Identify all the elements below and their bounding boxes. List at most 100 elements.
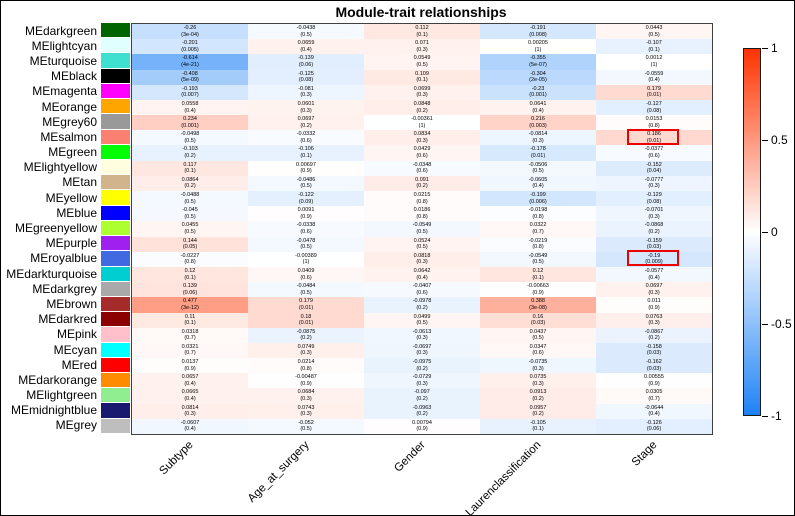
cell-pvalue: (0.5) <box>184 228 196 235</box>
heatmap-cell-MEgrey60-Laurenclassification: 0.216 (0.003) <box>480 115 596 131</box>
heatmap-cell-MEgrey-Subtype: -0.0607 (0.4) <box>132 418 248 434</box>
cell-correlation: -0.0486 <box>296 176 316 183</box>
cell-pvalue: (0.3) <box>300 92 312 99</box>
module-color-swatch-column <box>101 23 130 433</box>
cell-correlation: -0.0605 <box>528 176 548 183</box>
cell-correlation: -0.0607 <box>180 419 200 426</box>
module-swatch-MEblack <box>101 68 130 84</box>
module-swatch-MEtan <box>101 175 130 191</box>
cell-correlation: -0.23 <box>531 85 545 92</box>
cell-correlation: 0.0864 <box>181 176 199 183</box>
cell-pvalue: (0.9) <box>416 426 428 433</box>
heatmap-cell-MEgrey-Stage: -0.126 (0.06) <box>596 418 712 434</box>
cell-correlation: -0.0577 <box>644 267 664 274</box>
heatmap-cell-MEdarkorange-Stage: 0.00555 (0.9) <box>596 373 712 389</box>
heatmap-cell-MEsalmon-Stage: 0.186 (0.01) <box>596 130 712 146</box>
module-swatch-MEgrey60 <box>101 114 130 130</box>
cell-correlation: 0.0215 <box>413 192 431 199</box>
module-label-MEgrey60: MEgrey60 <box>42 114 97 129</box>
heatmap-cell-MEmagenta-Laurenclassification: -0.23 (0.001) <box>480 84 596 100</box>
heatmap-cell-MEyellow-Gender: 0.0215 (0.8) <box>364 191 480 207</box>
heatmap-cell-MEmidnightblue-Laurenclassification: 0.0957 (0.2) <box>480 403 596 419</box>
heatmap-cell-MEsalmon-Laurenclassification: -0.0814 (0.3) <box>480 130 596 146</box>
cell-correlation: -0.126 <box>646 419 662 426</box>
heatmap-cell-MEdarkturquoise-Stage: -0.0577 (0.4) <box>596 266 712 283</box>
module-swatch-MEdarkturquoise <box>101 266 130 282</box>
heatmap-cell-MEtan-Subtype: 0.0864 (0.2) <box>132 175 248 192</box>
cell-pvalue: (0.5) <box>300 426 312 433</box>
cell-correlation: 0.091 <box>415 176 429 183</box>
heatmap-cell-MEdarkorange-Gender: -0.0729 (0.3) <box>364 373 480 389</box>
cell-pvalue: (0.2) <box>532 411 544 418</box>
cell-correlation: 0.0818 <box>413 252 431 259</box>
heatmap-cell-MEgreen-Stage: -0.0377 (0.6) <box>596 145 712 161</box>
cell-pvalue: (0.7) <box>532 228 544 235</box>
heatmap-cell-MElightyellow-Age_at_surgery: 0.00697 (0.9) <box>248 160 364 176</box>
cell-pvalue: (0.5) <box>184 198 196 205</box>
heatmap-cell-MEdarkgrey-Laurenclassification: -0.00663 (0.9) <box>480 282 596 298</box>
cell-pvalue: (0.2) <box>416 183 428 190</box>
module-swatch-MEred <box>101 357 130 374</box>
cell-pvalue: (0.4) <box>416 274 428 281</box>
cell-pvalue: (0.2) <box>416 396 428 403</box>
heatmap-cell-MEred-Age_at_surgery: 0.0214 (0.8) <box>248 358 364 374</box>
cell-correlation: 0.0957 <box>529 404 547 411</box>
cell-pvalue: (0.1) <box>532 426 544 433</box>
heatmap-cell-MEgrey60-Gender: -0.00361 (1) <box>364 115 480 131</box>
cell-pvalue: (0.3) <box>300 107 312 114</box>
heatmap-cell-MEblack-Gender: 0.109 (0.1) <box>364 69 480 85</box>
heatmap-cell-MEdarkgreen-Subtype: -0.26 (3e-04) <box>132 24 248 40</box>
module-label-MEturquoise: MEturquoise <box>29 53 97 68</box>
heatmap-cell-MEdarkred-Stage: 0.0763 (0.3) <box>596 312 712 328</box>
heatmap-cell-MEdarkorange-Age_at_surgery: -0.00487 (0.9) <box>248 373 364 389</box>
colorbar-tick-mark <box>762 323 768 325</box>
heatmap-cell-MElightyellow-Gender: -0.0348 (0.6) <box>364 160 480 176</box>
heatmap-cell-MEcyan-Age_at_surgery: 0.0749 (0.3) <box>248 342 364 359</box>
cell-pvalue: (0.006) <box>529 198 547 205</box>
cell-correlation: -0.0484 <box>296 283 316 290</box>
cell-correlation: -0.162 <box>646 359 662 366</box>
trait-label-Laurenclassification: Laurenclassification <box>463 439 544 516</box>
heatmap-cell-MEdarkturquoise-Laurenclassification: 0.12 (0.1) <box>480 266 596 283</box>
module-swatch-MElightyellow <box>101 159 130 176</box>
cell-correlation: -0.19 <box>647 252 661 259</box>
heatmap-cell-MEtan-Gender: 0.091 (0.2) <box>364 175 480 192</box>
module-swatch-MEroyalblue <box>101 251 130 267</box>
cell-pvalue: (0.4) <box>532 183 544 190</box>
cell-correlation: 0.0524 <box>413 237 431 244</box>
cell-correlation: -0.0438 <box>296 24 316 31</box>
module-label-MEorange: MEorange <box>41 99 97 114</box>
cell-correlation: 0.00555 <box>644 374 664 381</box>
cell-pvalue: (0.03) <box>646 350 662 357</box>
module-swatch-MElightgreen <box>101 388 130 404</box>
cell-pvalue: (0.001) <box>529 92 547 99</box>
module-label-MEgreenyellow: MEgreenyellow <box>14 221 97 236</box>
cell-correlation: 0.186 <box>647 131 661 138</box>
heatmap-cell-MElightcyan-Subtype: -0.201 (0.005) <box>132 39 248 55</box>
cell-correlation: -0.0613 <box>412 328 432 335</box>
cell-pvalue: (0.5) <box>648 31 660 38</box>
cell-correlation: -0.097 <box>414 389 430 396</box>
cell-pvalue: (0.8) <box>532 213 544 220</box>
heatmap-cell-MEyellow-Laurenclassification: -0.199 (0.006) <box>480 191 596 207</box>
cell-correlation: -0.0506 <box>528 161 548 168</box>
cell-correlation: 0.0601 <box>297 100 315 107</box>
cell-correlation: -0.191 <box>530 24 546 31</box>
heatmap-cell-MEgreenyellow-Stage: -0.0868 (0.2) <box>596 221 712 237</box>
cell-pvalue: (0.2) <box>300 335 312 342</box>
module-swatch-MEmidnightblue <box>101 403 130 419</box>
heatmap-cell-MEblue-Subtype: -0.045 (0.5) <box>132 206 248 222</box>
heatmap-cell-MEdarkorange-Subtype: 0.0657 (0.4) <box>132 373 248 389</box>
module-swatch-MEdarkgrey <box>101 281 130 297</box>
cell-pvalue: (0.5) <box>300 183 312 190</box>
cell-correlation: -0.00361 <box>411 116 433 123</box>
cell-pvalue: (0.2) <box>416 107 428 114</box>
cell-correlation: -0.0377 <box>644 146 664 153</box>
cell-correlation: 0.0137 <box>181 359 199 366</box>
cell-pvalue: (0.8) <box>648 122 660 129</box>
module-swatch-MEyellow <box>101 190 130 206</box>
heatmap-cell-MEblack-Age_at_surgery: -0.125 (0.08) <box>248 69 364 85</box>
heatmap-cell-MEgrey-Gender: 0.00794 (0.9) <box>364 418 480 434</box>
cell-pvalue: (0.1) <box>416 77 428 84</box>
cell-correlation: -0.0644 <box>644 404 664 411</box>
